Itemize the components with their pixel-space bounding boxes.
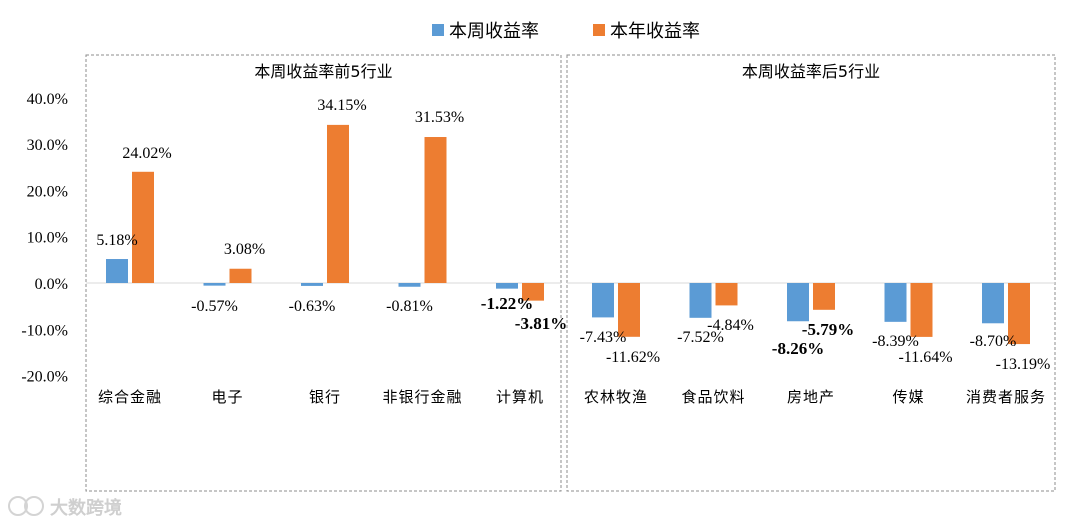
panel-title: 本周收益率后5行业 [742, 62, 880, 81]
data-label-yearly: 3.08% [224, 241, 265, 258]
bar-weekly [592, 283, 614, 318]
legend-swatch-2 [593, 24, 605, 36]
y-tick-label: 0.0% [35, 276, 68, 293]
bar-yearly [813, 283, 835, 310]
bar-weekly [301, 283, 323, 286]
data-label-yearly: 34.15% [317, 97, 366, 114]
data-label-yearly: -13.19% [996, 356, 1051, 373]
panel-border [85, 54, 562, 492]
data-label-weekly: -8.26% [772, 339, 824, 358]
bar-yearly [522, 283, 544, 301]
category-label: 非银行金融 [382, 388, 462, 406]
category-label: 农林牧渔 [584, 388, 648, 406]
bar-weekly [982, 283, 1004, 324]
legend-label-2: 本年收益率 [610, 21, 700, 42]
data-label-yearly: -3.81% [515, 314, 567, 333]
bar-yearly [132, 171, 154, 283]
bar-yearly [327, 124, 349, 283]
data-label-yearly: -4.84% [707, 317, 754, 334]
legend-swatch-1 [432, 24, 444, 36]
bar-weekly [106, 259, 128, 283]
bar-yearly [910, 283, 933, 337]
panel-1: 本周收益率前5行业 5.18% 24.02% 综合金融 -0.57% 3.08% 电子 -0.… [85, 54, 567, 492]
y-axis: 40.0% 30.0% 20.0% 10.0% 0.0% -10.0% -20.0% [21, 91, 68, 386]
panel-title: 本周收益率前5行业 [254, 62, 392, 81]
data-label-yearly: -5.79% [802, 320, 854, 339]
y-tick-label: 10.0% [27, 230, 68, 247]
legend: 本周收益率 本年收益率 [432, 21, 700, 42]
category-label: 电子 [211, 388, 243, 406]
category-label: 综合金融 [98, 388, 162, 406]
data-label-weekly: -7.43% [580, 329, 627, 346]
bar-weekly [203, 283, 226, 286]
data-label-yearly: 24.02% [122, 145, 171, 162]
panel-2: 本周收益率后5行业 -7.43% -11.62% 农林牧渔 -7.52%-4.84% 食品… [566, 54, 1056, 492]
data-label-yearly: -11.62% [606, 349, 660, 366]
y-tick-label: 20.0% [27, 183, 68, 200]
bar-yearly [424, 137, 447, 283]
bar-yearly [715, 283, 738, 306]
bar-weekly [884, 283, 907, 322]
category-label: 传媒 [892, 388, 924, 406]
watermark: 大数跨境 [8, 496, 122, 519]
watermark-text: 大数跨境 [50, 497, 122, 519]
data-label-weekly: -0.57% [191, 298, 238, 315]
legend-label-1: 本周收益率 [449, 21, 539, 42]
data-label-weekly: -7.52% [677, 329, 724, 346]
data-label-weekly: -0.63% [289, 298, 336, 315]
panels: 本周收益率前5行业 5.18% 24.02% 综合金融 -0.57% 3.08% 电子 -0.… [85, 54, 1056, 492]
category-label: 消费者服务 [966, 388, 1046, 406]
data-label-weekly: 5.18% [96, 232, 137, 249]
bar-weekly [787, 283, 809, 322]
category-label: 计算机 [496, 388, 544, 406]
bar-weekly [496, 283, 518, 289]
y-tick-label: 40.0% [27, 91, 68, 108]
y-tick-label: -20.0% [21, 369, 68, 386]
bar-yearly [618, 283, 640, 337]
category-label: 银行 [309, 388, 341, 406]
watermark-logo-icon [8, 496, 44, 516]
data-label-weekly: -8.70% [970, 333, 1017, 350]
bar-weekly [689, 283, 712, 318]
category-label: 食品饮料 [681, 388, 745, 406]
bar-yearly [1008, 283, 1030, 345]
data-label-weekly: -8.39% [872, 333, 919, 350]
data-label-weekly: -1.22% [481, 294, 533, 313]
y-tick-label: 30.0% [27, 137, 68, 154]
data-label-weekly: -0.81% [386, 298, 433, 315]
category-label: 房地产 [787, 388, 835, 406]
data-label-yearly: 31.53% [415, 109, 464, 126]
data-label-yearly: -11.64% [898, 349, 952, 366]
y-tick-label: -10.0% [21, 322, 68, 339]
bar-yearly [229, 268, 252, 283]
bar-weekly [398, 283, 421, 287]
panel-border [566, 54, 1056, 492]
